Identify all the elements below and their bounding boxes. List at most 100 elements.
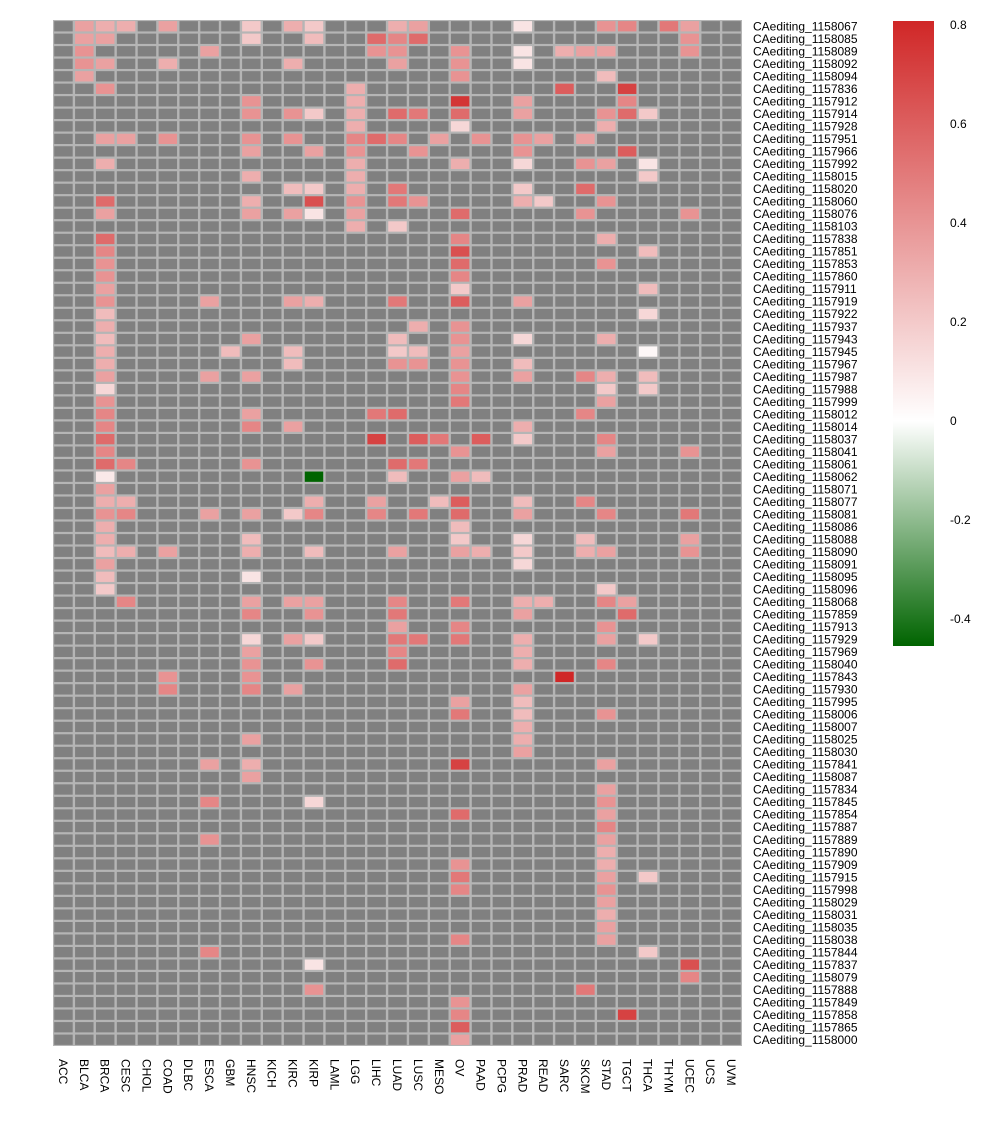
heatmap-cell	[179, 258, 198, 270]
heatmap-cell	[75, 684, 94, 695]
heatmap-cell	[722, 571, 741, 582]
heatmap-cell	[95, 834, 115, 845]
heatmap-cell	[680, 258, 700, 270]
heatmap-cell	[680, 408, 700, 420]
heatmap-cell	[95, 108, 115, 119]
heatmap-cell	[722, 471, 741, 482]
heatmap-cell	[555, 846, 574, 858]
row-label: CAediting_1157987	[753, 370, 858, 384]
heatmap-cell	[346, 258, 365, 270]
heatmap-cell	[304, 546, 324, 557]
heatmap-cell	[555, 809, 574, 820]
heatmap-cell	[701, 1034, 720, 1045]
heatmap-cell	[597, 434, 616, 445]
heatmap-cell	[367, 696, 386, 708]
row-label: CAediting_1157888	[753, 983, 858, 997]
heatmap-cell	[304, 233, 324, 245]
heatmap-cell	[221, 709, 240, 720]
heatmap-cell	[325, 734, 345, 745]
heatmap-cell	[137, 709, 157, 720]
heatmap-cell	[346, 947, 365, 958]
heatmap-cell	[659, 421, 679, 432]
heatmap-cell	[346, 709, 365, 720]
heatmap-cell	[430, 534, 449, 545]
heatmap-cell	[221, 258, 240, 270]
heatmap-cell	[221, 821, 240, 833]
heatmap-cell	[597, 83, 616, 94]
heatmap-cell	[430, 133, 449, 145]
heatmap-cell	[137, 196, 157, 207]
heatmap-cell	[513, 596, 533, 607]
heatmap-cell	[388, 521, 407, 532]
heatmap-cell	[75, 346, 94, 357]
heatmap-cell	[325, 771, 345, 783]
heatmap-cell	[95, 321, 115, 332]
heatmap-cell	[576, 1034, 595, 1045]
heatmap-cell	[95, 283, 115, 295]
heatmap-cell	[304, 383, 324, 395]
heatmap-cell	[75, 308, 94, 320]
heatmap-cell	[388, 121, 407, 132]
heatmap-cell	[304, 659, 324, 670]
heatmap-cell	[492, 634, 512, 645]
heatmap-cell	[158, 584, 178, 595]
heatmap-cell	[409, 659, 428, 670]
heatmap-cell	[75, 383, 94, 395]
heatmap-cell	[617, 258, 637, 270]
heatmap-cell	[701, 146, 720, 157]
heatmap-cell	[200, 684, 219, 695]
heatmap-cell	[158, 696, 178, 708]
row-label: CAediting_1157992	[753, 157, 858, 171]
heatmap-cell	[597, 358, 616, 370]
heatmap-cell	[242, 884, 261, 895]
column-label: KIRP	[306, 1059, 320, 1087]
heatmap-cell	[409, 484, 428, 495]
heatmap-cell	[680, 859, 700, 870]
heatmap-cell	[95, 146, 115, 157]
heatmap-cell	[367, 947, 386, 958]
heatmap-cell	[346, 246, 365, 257]
heatmap-cell	[221, 684, 240, 695]
heatmap-cell	[75, 246, 94, 257]
heatmap-cell	[221, 246, 240, 257]
heatmap-cell	[701, 133, 720, 145]
heatmap-cell	[367, 859, 386, 870]
heatmap-cell	[137, 621, 157, 632]
heatmap-cell	[597, 947, 616, 958]
heatmap-cell	[576, 71, 595, 82]
heatmap-cell	[576, 796, 595, 808]
heatmap-cell	[722, 71, 741, 82]
heatmap-cell	[367, 584, 386, 595]
heatmap-cell	[346, 283, 365, 295]
heatmap-cell	[638, 846, 658, 858]
heatmap-cell	[54, 834, 73, 845]
heatmap-cell	[304, 1022, 324, 1033]
heatmap-cell	[555, 283, 574, 295]
heatmap-cell	[722, 308, 741, 320]
heatmap-cell	[638, 884, 658, 895]
heatmap-cell	[200, 246, 219, 257]
heatmap-cell	[221, 646, 240, 658]
heatmap-cell	[555, 997, 574, 1008]
heatmap-cell	[75, 396, 94, 407]
heatmap-cell	[137, 96, 157, 107]
heatmap-cell	[576, 296, 595, 307]
heatmap-cell	[325, 534, 345, 545]
heatmap-cell	[659, 446, 679, 457]
heatmap-cell	[262, 83, 282, 94]
heatmap-cell	[137, 609, 157, 620]
heatmap-cell	[367, 21, 386, 32]
heatmap-cell	[158, 1009, 178, 1020]
heatmap-cell	[54, 521, 73, 532]
heatmap-cell	[200, 696, 219, 708]
heatmap-cell	[430, 546, 449, 557]
heatmap-cell	[304, 696, 324, 708]
heatmap-cell	[513, 396, 533, 407]
heatmap-cell	[659, 959, 679, 970]
heatmap-cell	[54, 609, 73, 620]
heatmap-cell	[492, 709, 512, 720]
heatmap-cell	[659, 559, 679, 570]
heatmap-cell	[492, 871, 512, 883]
heatmap-cell	[617, 846, 637, 858]
heatmap-cell	[388, 834, 407, 845]
